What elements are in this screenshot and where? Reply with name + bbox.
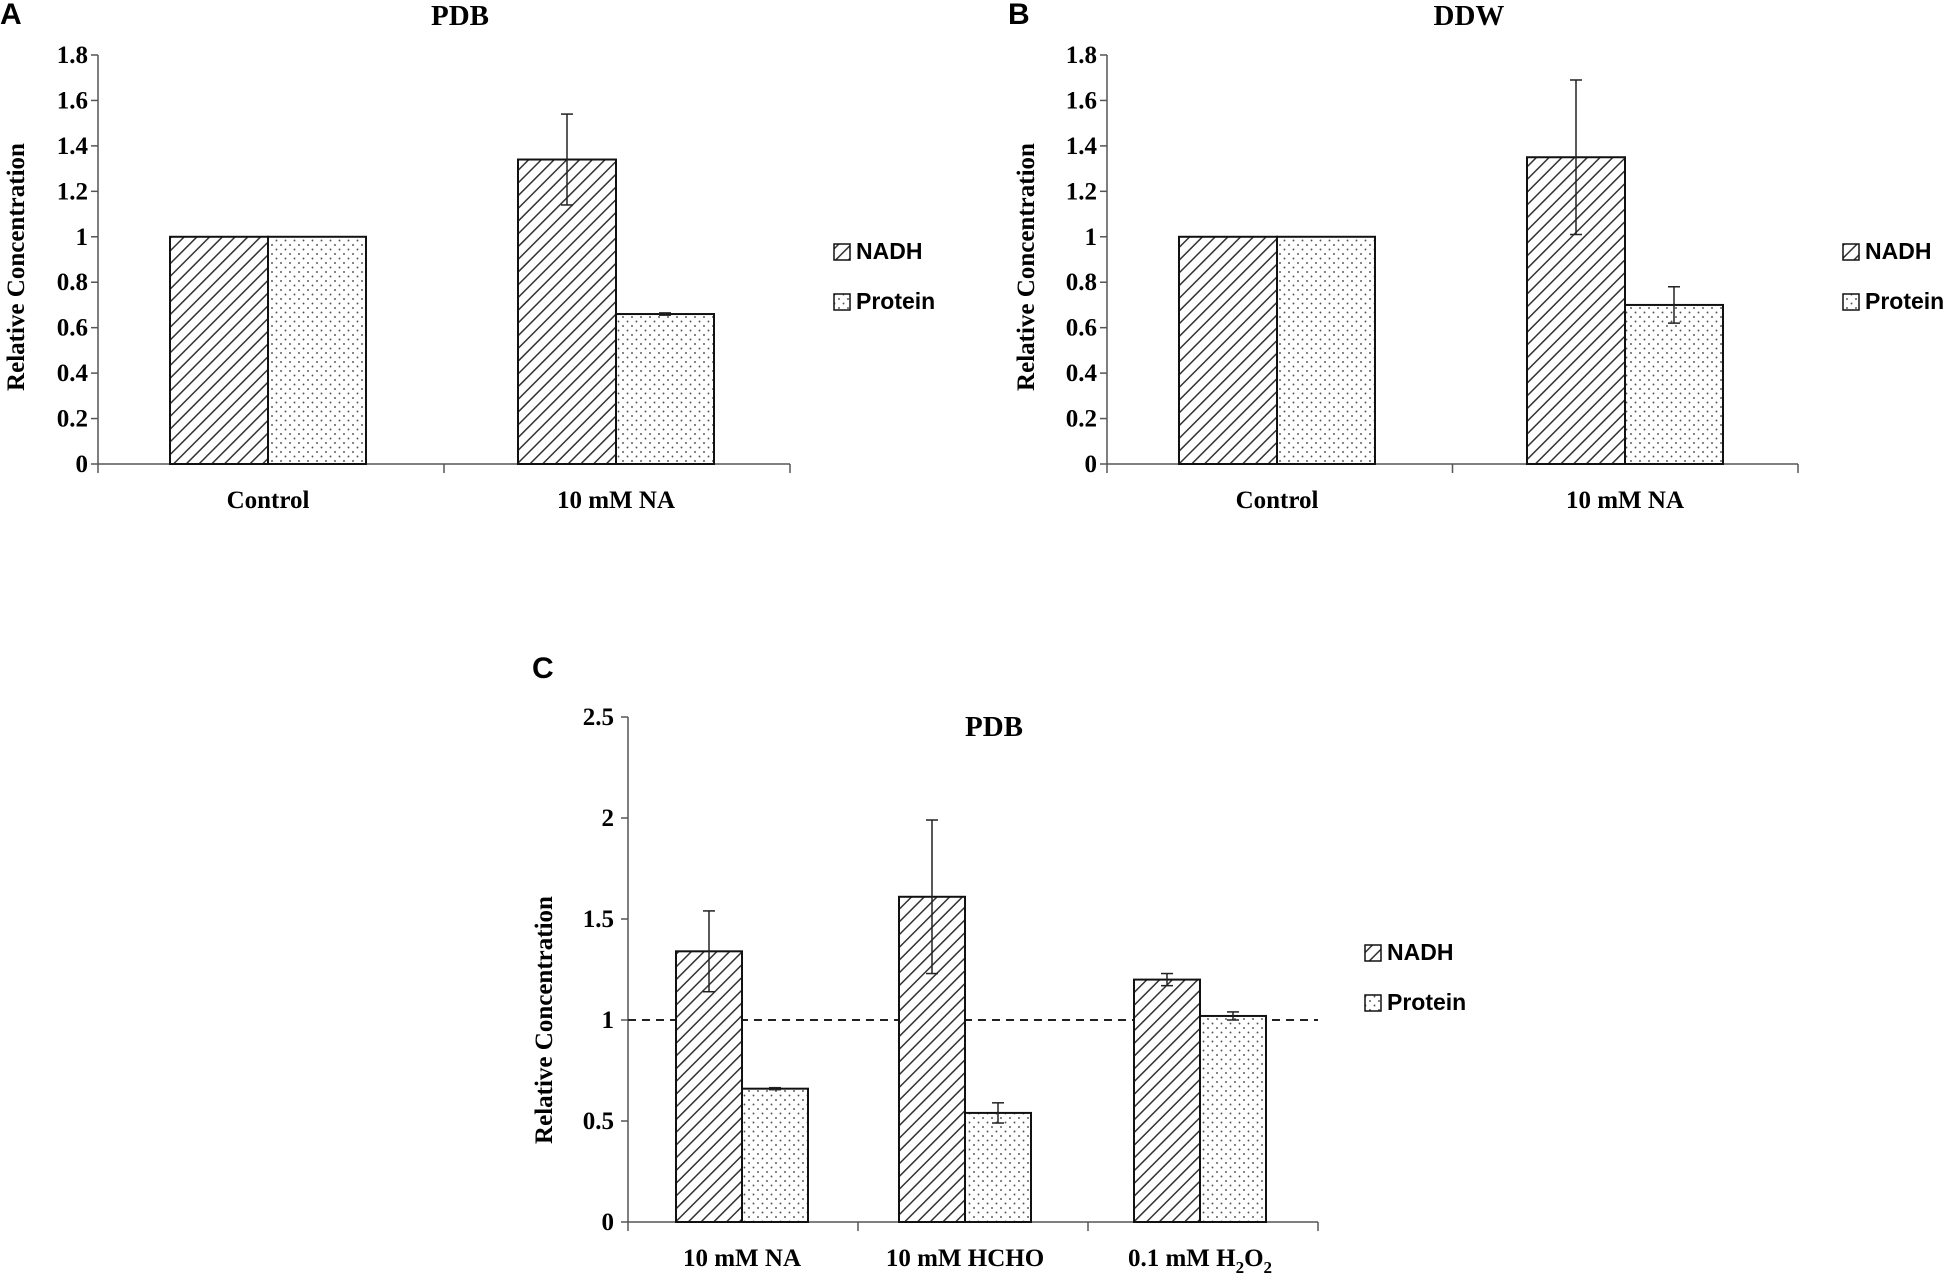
bar-nadh xyxy=(1178,235,1278,465)
x-category-label: 10 mM NA xyxy=(557,487,675,514)
legend-swatch-nadh xyxy=(1842,243,1860,261)
y-axis-label: Relative Concentration xyxy=(1013,143,1040,391)
x-category-label: 10 mM NA xyxy=(683,1245,801,1272)
panel-c: C PDB Relative Concentration 0 0.5 1 1.5 2 2.… xyxy=(531,652,1466,1273)
panel-b: B DDW Relative Concentration 00.20.40.60… xyxy=(1008,0,1944,514)
y-tick-label: 0 xyxy=(602,1209,615,1236)
bar-nadh xyxy=(169,235,269,465)
x-category-label: Control xyxy=(1236,487,1319,514)
y-tick-label: 1 xyxy=(602,1007,615,1034)
y-tick-label: 1 xyxy=(1085,224,1098,251)
y-tick-label: 1.5 xyxy=(583,906,614,933)
legend-label-protein: Protein xyxy=(1865,288,1944,314)
panel-letter-b: B xyxy=(1008,0,1030,31)
y-tick-label: 0 xyxy=(76,451,89,478)
y-tick-label: 2.5 xyxy=(583,704,614,731)
y-tick-label: 0.2 xyxy=(1066,406,1097,433)
panel-a: A PDB Relative Concentration 00.20.40.60… xyxy=(0,0,935,514)
y-tick-label: 0 xyxy=(1085,451,1098,478)
bar-nadh xyxy=(675,950,743,1223)
y-axis-label: Relative Concentration xyxy=(531,896,558,1144)
y-tick-label: 0.8 xyxy=(57,269,88,296)
y-tick-label: 0.4 xyxy=(1066,360,1098,387)
bar-protein xyxy=(964,1111,1032,1224)
bar-protein xyxy=(1199,1014,1267,1224)
legend-label-protein: Protein xyxy=(856,288,935,314)
y-tick-label: 1.4 xyxy=(57,133,89,160)
chart-title: PDB xyxy=(431,0,489,32)
bar-protein xyxy=(1624,303,1724,466)
y-axis-label: Relative Concentration xyxy=(3,143,30,391)
panel-letter-a: A xyxy=(0,0,22,31)
legend-label-nadh: NADH xyxy=(856,238,922,264)
y-tick-label: 1.8 xyxy=(1066,42,1097,69)
chart-title: PDB xyxy=(965,711,1023,743)
chart-title: DDW xyxy=(1434,0,1505,32)
y-tick-label: 0.5 xyxy=(583,1108,614,1135)
legend-label-nadh: NADH xyxy=(1387,939,1453,965)
y-tick-label: 0.2 xyxy=(57,406,88,433)
x-category-label: 0.1 mM H2O2 xyxy=(1128,1245,1272,1273)
plot-area: 0 0.2 0.4 0.6 0.8 1 1.2 1.4 1.6 1.8 Control 10 mM N… xyxy=(57,42,935,514)
legend-label-protein: Protein xyxy=(1387,989,1466,1015)
bar-nadh xyxy=(1133,978,1201,1223)
legend-swatch-protein xyxy=(1842,293,1860,311)
bar-nadh xyxy=(517,158,617,465)
y-tick-label: 1.4 xyxy=(1066,133,1098,160)
y-tick-label: 2 xyxy=(602,805,615,832)
bar-protein xyxy=(741,1087,809,1224)
x-category-label: Control xyxy=(227,487,310,514)
legend-swatch-protein xyxy=(833,293,851,311)
bar-protein xyxy=(267,235,367,465)
y-tick-label: 1 xyxy=(76,224,89,251)
y-tick-label: 0.4 xyxy=(57,360,89,387)
bar-protein xyxy=(615,313,715,465)
legend-swatch-protein xyxy=(1364,994,1382,1012)
y-tick-label: 1.8 xyxy=(57,42,88,69)
panel-letter-c: C xyxy=(532,652,554,685)
y-tick-label: 0.8 xyxy=(1066,269,1097,296)
y-tick-label: 0.6 xyxy=(1066,315,1097,342)
x-category-label: 10 mM NA xyxy=(1566,487,1684,514)
y-tick-label: 1.6 xyxy=(57,87,88,114)
plot-area: 0 0.5 1 1.5 2 2.5 10 mM NA 10 mM HCHO 0.1 mM H2O… xyxy=(583,704,1466,1273)
bar-protein xyxy=(1276,235,1376,465)
plot-area: 0 0.2 0.4 0.6 0.8 1 1.2 1.4 1.6 1.8 Control 10 mM N… xyxy=(1066,42,1944,514)
y-tick-label: 1.6 xyxy=(1066,87,1097,114)
legend-label-nadh: NADH xyxy=(1865,238,1931,264)
y-tick-label: 1.2 xyxy=(1066,178,1097,205)
legend-swatch-nadh xyxy=(1364,944,1382,962)
y-tick-label: 1.2 xyxy=(57,178,88,205)
legend-swatch-nadh xyxy=(833,243,851,261)
x-category-label: 10 mM HCHO xyxy=(886,1245,1044,1272)
y-tick-label: 0.6 xyxy=(57,315,88,342)
